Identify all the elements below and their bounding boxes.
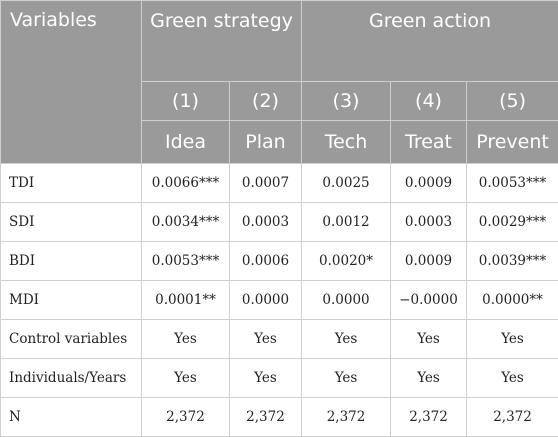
table-cell: 0.0003 xyxy=(390,202,468,242)
row-label: Individuals/Years xyxy=(0,358,142,398)
table-cell: 0.0053*** xyxy=(466,163,558,203)
table-cell: 0.0000** xyxy=(466,280,558,320)
table-cell: 0.0006 xyxy=(228,241,303,281)
table-row: MDI 0.0001** 0.0000 0.0000 −0.0000 0.000… xyxy=(0,280,558,320)
table-cell: 2,372 xyxy=(141,397,230,437)
table-row: SDI 0.0034*** 0.0003 0.0012 0.0003 0.002… xyxy=(0,202,558,242)
header-row-model-names: Idea Plan Tech Treat Prevent xyxy=(1,120,558,164)
table-cell: 2,372 xyxy=(390,397,468,437)
table-cell: Yes xyxy=(466,319,558,359)
table-cell: 0.0025 xyxy=(301,163,392,203)
group-header-green-strategy: Green strategy xyxy=(140,0,303,82)
table-cell: 2,372 xyxy=(466,397,558,437)
table-row: BDI 0.0053*** 0.0006 0.0020* 0.0009 0.00… xyxy=(0,241,558,281)
table-cell: Yes xyxy=(141,358,230,398)
model-number-4: (4) xyxy=(390,81,468,121)
row-label: TDI xyxy=(0,163,142,203)
model-number-5: (5) xyxy=(466,81,558,121)
model-name-prevent: Prevent xyxy=(466,120,558,164)
table-row: Control variables Yes Yes Yes Yes Yes xyxy=(0,319,558,359)
table-cell: Yes xyxy=(466,358,558,398)
row-label: SDI xyxy=(0,202,142,242)
model-number-3: (3) xyxy=(301,81,392,121)
table-cell: 0.0000 xyxy=(228,280,303,320)
table-cell: −0.0000 xyxy=(390,280,468,320)
table-cell: Yes xyxy=(141,319,230,359)
model-number-1: (1) xyxy=(141,81,230,121)
table-cell: 0.0007 xyxy=(228,163,303,203)
model-name-plan: Plan xyxy=(228,120,303,164)
model-number-2: (2) xyxy=(228,81,303,121)
table-cell: 0.0066*** xyxy=(141,163,230,203)
table-row: N 2,372 2,372 2,372 2,372 2,372 xyxy=(0,397,558,437)
table-row: TDI 0.0066*** 0.0007 0.0025 0.0009 0.005… xyxy=(0,163,558,203)
table-cell: Yes xyxy=(301,319,392,359)
row-label: N xyxy=(0,397,142,437)
table-row: Individuals/Years Yes Yes Yes Yes Yes xyxy=(0,358,558,398)
table-cell: Yes xyxy=(228,358,303,398)
table-cell: 2,372 xyxy=(228,397,303,437)
table-cell: 0.0053*** xyxy=(141,241,230,281)
table-cell: 0.0029*** xyxy=(466,202,558,242)
row-label: Control variables xyxy=(0,319,142,359)
header-row-model-numbers: (1) (2) (3) (4) (5) xyxy=(1,81,558,121)
row-label: MDI xyxy=(0,280,142,320)
table-cell: 0.0001** xyxy=(141,280,230,320)
table-cell: Yes xyxy=(390,319,468,359)
table-cell: 0.0009 xyxy=(390,163,468,203)
table-cell: Yes xyxy=(301,358,392,398)
table-cell: 0.0003 xyxy=(228,202,303,242)
table-cell: 0.0034*** xyxy=(141,202,230,242)
model-name-treat: Treat xyxy=(390,120,468,164)
table-cell: 0.0039*** xyxy=(466,241,558,281)
table-cell: 2,372 xyxy=(301,397,392,437)
row-label: BDI xyxy=(0,241,142,281)
model-name-tech: Tech xyxy=(301,120,392,164)
group-header-green-action: Green action xyxy=(301,0,558,82)
table-cell: 0.0020* xyxy=(301,241,392,281)
table-cell: Yes xyxy=(228,319,303,359)
table-cell: 0.0012 xyxy=(301,202,392,242)
variables-header: Variables xyxy=(0,0,142,164)
table-cell: Yes xyxy=(390,358,468,398)
table-cell: 0.0009 xyxy=(390,241,468,281)
model-name-idea: Idea xyxy=(141,120,230,164)
header-row-groups: Variables Green strategy Green action xyxy=(0,0,558,164)
table-cell: 0.0000 xyxy=(301,280,392,320)
